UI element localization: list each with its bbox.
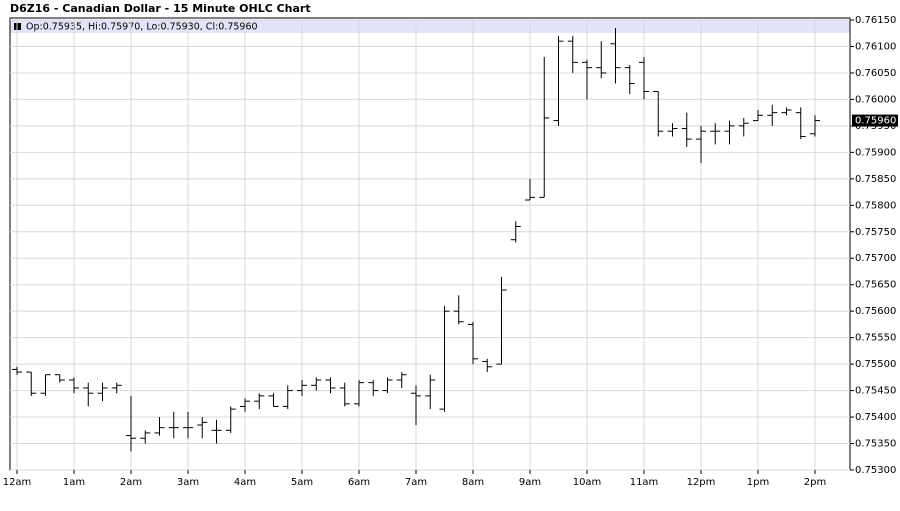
y-tick-label: 0.75800	[855, 200, 896, 211]
last-price-label: 0.75960	[855, 116, 896, 127]
x-tick-label: 11am	[630, 477, 659, 488]
y-tick-label: 0.75500	[855, 359, 896, 370]
y-tick-label: 0.76150	[855, 15, 896, 26]
x-tick-label: 1pm	[747, 477, 769, 488]
y-tick-label: 0.75900	[855, 147, 896, 158]
y-tick-label: 0.75650	[855, 280, 896, 291]
y-tick-label: 0.75600	[855, 306, 896, 317]
y-tick-label: 0.75750	[855, 227, 896, 238]
y-tick-label: 0.75550	[855, 333, 896, 344]
x-tick-label: 9am	[519, 477, 541, 488]
x-tick-label: 5am	[291, 477, 313, 488]
x-tick-label: 10am	[573, 477, 602, 488]
x-tick-label: 12am	[3, 477, 32, 488]
y-tick-label: 0.75300	[855, 465, 896, 476]
y-tick-label: 0.75850	[855, 174, 896, 185]
x-tick-label: 2am	[120, 477, 142, 488]
x-tick-label: 2pm	[804, 477, 826, 488]
legend-band	[10, 20, 850, 33]
y-tick-label: 0.75400	[855, 412, 896, 423]
y-tick-label: 0.75450	[855, 386, 896, 397]
y-tick-label: 0.76050	[855, 68, 896, 79]
chart-title: D6Z16 - Canadian Dollar - 15 Minute OHLC…	[10, 2, 311, 15]
x-tick-label: 1am	[63, 477, 85, 488]
x-tick-label: 7am	[405, 477, 427, 488]
x-tick-label: 12pm	[687, 477, 716, 488]
legend-text: Op:0.75935, Hi:0.75970, Lo:0.75930, Cl:0…	[26, 22, 258, 33]
x-tick-label: 4am	[234, 477, 256, 488]
x-tick-label: 6am	[348, 477, 370, 488]
x-tick-label: 8am	[462, 477, 484, 488]
y-tick-label: 0.76000	[855, 94, 896, 105]
y-tick-label: 0.75700	[855, 253, 896, 264]
last-price-box	[852, 114, 898, 127]
y-tick-label: 0.75350	[855, 439, 896, 450]
x-tick-label: 3am	[177, 477, 199, 488]
y-tick-label: 0.76100	[855, 41, 896, 52]
